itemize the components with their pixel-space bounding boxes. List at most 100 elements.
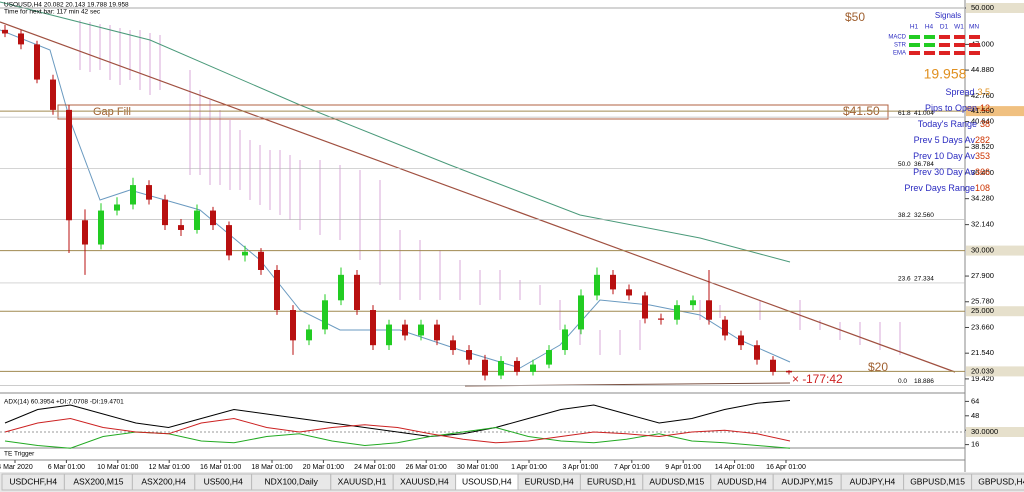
candle-body (738, 335, 744, 346)
tab-label[interactable]: GBPUSD,H4 (978, 476, 1024, 486)
signal-row: MACD (888, 35, 906, 41)
y-tick-label: 19.420 (971, 374, 994, 383)
gap-fill-label: Gap Fill (93, 106, 131, 118)
signal-column: W1 (954, 24, 964, 31)
signal-column: D1 (940, 24, 949, 31)
level-label: 20.039 (971, 366, 994, 375)
tab-label[interactable]: AUDUSD,M15 (649, 476, 704, 486)
tab-label[interactable]: XAUUSD,H4 (400, 476, 449, 486)
level-box (966, 366, 1024, 377)
candle-body (434, 324, 440, 341)
y-tick-label: 38.520 (971, 142, 994, 151)
level-box (966, 306, 1024, 317)
tab-label[interactable]: ASX200,H4 (141, 476, 186, 486)
x-tick-label: 18 Mar 01:00 (251, 464, 292, 471)
header-timer: Time for next bar: 117 min 42 sec (4, 9, 101, 16)
candle-body (2, 29, 8, 34)
y-tick-label: 21.540 (971, 348, 994, 357)
adx-tick-label: 16 (971, 440, 979, 449)
tab-label[interactable]: USOUSD,H4 (462, 476, 512, 486)
y-tick-label: 44.880 (971, 65, 994, 74)
candle-body (178, 225, 184, 230)
signal-cell (939, 43, 950, 47)
candle-body (450, 340, 456, 351)
level-box (966, 245, 1024, 256)
candle-body (642, 295, 648, 319)
candle-body (34, 44, 40, 80)
candle-body (370, 310, 376, 346)
candle-body (226, 225, 232, 256)
signal-cell (939, 35, 950, 39)
stat-label: Spread (945, 87, 974, 97)
stat: Prev 10 Day Av353 (913, 151, 990, 161)
candle-body (290, 310, 296, 341)
x-tick-label: 14 Apr 01:00 (715, 464, 755, 471)
x-tick-label: 26 Mar 01:00 (406, 464, 447, 471)
trigger-title: TE Trigger (4, 451, 35, 458)
candle-body (242, 251, 248, 256)
adx-line (4, 400, 791, 438)
fib-price: 18.886 (914, 378, 934, 385)
x-tick-label: 12 Mar 01:00 (149, 464, 190, 471)
signals-title: Signals (935, 11, 961, 20)
signal-cell (969, 51, 980, 55)
candle-body (130, 185, 136, 205)
signal-cell (924, 51, 935, 55)
stat-label: Prev 10 Day Av (913, 151, 975, 161)
x-tick-label: 4 Mar 2020 (0, 464, 33, 471)
x-tick-label: 6 Mar 01:00 (48, 464, 85, 471)
stat-value: 3.5 (977, 87, 990, 97)
stat-value: 366 (975, 167, 990, 177)
y-tick-label: 40.640 (971, 117, 994, 126)
x-tick-label: 20 Mar 01:00 (303, 464, 344, 471)
tab-label[interactable]: NDX100,Daily (265, 476, 319, 486)
candle-body (338, 274, 344, 301)
candle-body (786, 370, 792, 373)
countdown-arrow: × - (792, 372, 806, 386)
tab[interactable] (971, 473, 1024, 491)
stat-label: Prev Days Range (904, 183, 975, 193)
trend-line (0, 21, 956, 373)
stat-value: 108 (975, 183, 990, 193)
candle-body (770, 359, 776, 372)
y-tick-label: 32.140 (971, 220, 994, 229)
candle-body (146, 185, 152, 200)
signal-column: H4 (925, 24, 934, 31)
tab-label[interactable]: XAUUSD,H1 (338, 476, 387, 486)
candle-body (98, 210, 104, 245)
candle-body (514, 360, 520, 372)
countdown: 177:42 (806, 372, 843, 386)
tab-label[interactable]: EURUSD,H4 (525, 476, 574, 486)
x-tick-label: 24 Mar 01:00 (354, 464, 395, 471)
candle-body (322, 300, 328, 330)
adx-tick-label: 64 (971, 396, 979, 405)
tab-label[interactable]: US500,H4 (204, 476, 243, 486)
tab-label[interactable]: USDCHF,H4 (9, 476, 57, 486)
candle-body (578, 295, 584, 330)
candle-body (386, 324, 392, 346)
candle-body (594, 274, 600, 296)
signal-column: MN (969, 24, 979, 31)
fib-ratio: 0.0 (898, 378, 907, 385)
tab-label[interactable]: GBPUSD,M15 (910, 476, 965, 486)
candle-body (402, 324, 408, 336)
tab-label[interactable]: ASX200,M15 (73, 476, 123, 486)
stat-value: -12 (977, 103, 990, 113)
fib-price: 36.784 (914, 161, 934, 168)
signal-cell (939, 51, 950, 55)
x-tick-label: 10 Mar 01:00 (97, 464, 138, 471)
y-tick-label: 47.000 (971, 39, 994, 48)
tab-label[interactable]: AUDUSD,H4 (717, 476, 766, 486)
signal-row: STR (894, 43, 907, 49)
tab-label[interactable]: AUDJPY,H4 (850, 476, 896, 486)
tab-label[interactable]: AUDJPY,M15 (782, 476, 834, 486)
candle-body (706, 300, 712, 320)
moving-average-slow (0, 1, 791, 263)
stat: Today's Range 38 (918, 119, 990, 129)
adx-line (4, 417, 791, 444)
y-tick-label: 42.760 (971, 91, 994, 100)
tab-label[interactable]: EURUSD,H1 (587, 476, 636, 486)
candle-body (18, 33, 24, 45)
x-tick-label: 16 Apr 01:00 (766, 464, 806, 471)
fib-price: 32.560 (914, 212, 934, 219)
